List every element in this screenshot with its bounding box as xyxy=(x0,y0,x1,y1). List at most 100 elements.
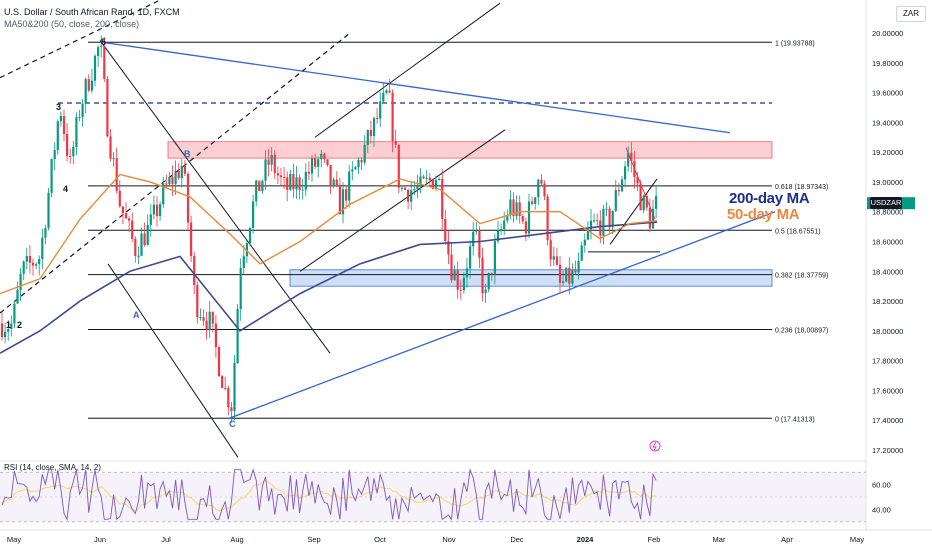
candle-body xyxy=(391,92,394,142)
candle-body xyxy=(608,208,611,228)
candle-body xyxy=(25,255,28,262)
candle-body xyxy=(438,178,441,181)
candle-body xyxy=(140,233,143,256)
candle-body xyxy=(264,159,267,181)
candle-up xyxy=(552,246,555,266)
candle-body xyxy=(345,189,348,201)
candle-body xyxy=(38,258,41,265)
candle-body xyxy=(205,320,208,330)
wave-label-4: 4 xyxy=(63,184,68,194)
candle-body xyxy=(496,230,500,242)
candle-up xyxy=(580,241,583,262)
candle-down xyxy=(403,185,407,191)
candle-body xyxy=(478,230,481,258)
candle-down xyxy=(345,185,348,210)
candle-body xyxy=(655,196,658,209)
candle-body xyxy=(441,178,444,220)
wave-label-2: 2 xyxy=(17,320,22,330)
price-tick-label: 19.40000 xyxy=(872,118,903,127)
candle-up xyxy=(589,209,593,240)
candle-up xyxy=(44,224,47,245)
candle-body xyxy=(35,264,38,266)
candle-body xyxy=(447,241,450,255)
fib-level-label: 0.618 (18.97343) xyxy=(775,184,828,191)
candle-body xyxy=(611,210,614,228)
candle-body xyxy=(53,150,56,160)
candle-down xyxy=(66,123,69,162)
candle-body xyxy=(128,218,131,221)
candle-up xyxy=(310,155,314,182)
candle-down xyxy=(636,172,639,192)
candle-body xyxy=(397,144,400,188)
candle-body xyxy=(245,243,248,257)
candle-up xyxy=(47,187,50,231)
upper-dashed-channel xyxy=(0,0,162,79)
price-tick-label: 18.80000 xyxy=(872,208,903,217)
candle-body xyxy=(118,190,121,207)
candle-body xyxy=(459,289,462,291)
candle-body xyxy=(332,179,335,187)
candle-up xyxy=(562,269,565,287)
candle-down xyxy=(205,311,208,340)
candle-body xyxy=(456,270,459,290)
candle-body xyxy=(87,79,90,91)
candle-body xyxy=(648,207,651,229)
candle-up xyxy=(366,129,369,154)
candle-up xyxy=(289,169,292,191)
candle-down xyxy=(478,226,481,269)
candle-body xyxy=(44,228,47,238)
candle-up xyxy=(159,201,162,221)
candle-up xyxy=(642,194,645,214)
candle-down xyxy=(531,196,534,206)
candle-up xyxy=(174,160,177,195)
candle-body xyxy=(469,246,472,269)
candle-down xyxy=(648,198,651,233)
candle-body xyxy=(549,240,552,260)
candle-up xyxy=(41,229,44,270)
candle-body xyxy=(289,174,292,190)
candle-body xyxy=(419,176,422,187)
currency-badge[interactable]: ZAR xyxy=(896,6,926,22)
candle-body xyxy=(379,101,382,119)
candle-body xyxy=(512,199,515,217)
candle-down xyxy=(574,260,577,275)
candle-up xyxy=(372,116,376,147)
candle-up xyxy=(385,88,388,95)
candle-body xyxy=(270,154,273,165)
candle-up xyxy=(332,177,335,189)
candle-up xyxy=(248,227,252,247)
candle-body xyxy=(124,213,128,219)
candle-body xyxy=(552,256,555,260)
candle-down xyxy=(273,150,276,180)
fib-level-label: 0 (17.41313) xyxy=(775,416,815,423)
candle-body xyxy=(227,388,230,408)
candle-body xyxy=(159,204,162,216)
candle-body xyxy=(407,189,410,202)
candle-up xyxy=(81,99,84,127)
candle-up xyxy=(112,152,115,167)
candle-body xyxy=(633,161,636,177)
symbol-title: U.S. Dollar / South African Rand, 1D, FX… xyxy=(4,7,180,17)
candle-body xyxy=(382,92,385,102)
candle-down xyxy=(307,161,310,181)
candle-down xyxy=(177,163,180,180)
candle-down xyxy=(524,217,527,241)
candle-body xyxy=(59,115,62,122)
candle-body xyxy=(428,177,431,181)
candle-down xyxy=(394,129,397,149)
candle-up xyxy=(438,177,441,181)
candle-down xyxy=(397,144,400,194)
candle-body xyxy=(413,189,416,191)
candle-body xyxy=(388,90,391,93)
candle-down xyxy=(286,171,289,202)
candle-up xyxy=(410,180,413,211)
symbol-badge-label: USDZAR xyxy=(870,198,902,207)
candle-up xyxy=(419,168,422,194)
candle-up xyxy=(233,355,236,421)
candle-body xyxy=(286,177,289,190)
candle-body xyxy=(236,309,239,364)
rsi-tick-label: 60.00 xyxy=(872,481,891,490)
candle-body xyxy=(372,117,376,137)
candle-down xyxy=(369,120,372,144)
